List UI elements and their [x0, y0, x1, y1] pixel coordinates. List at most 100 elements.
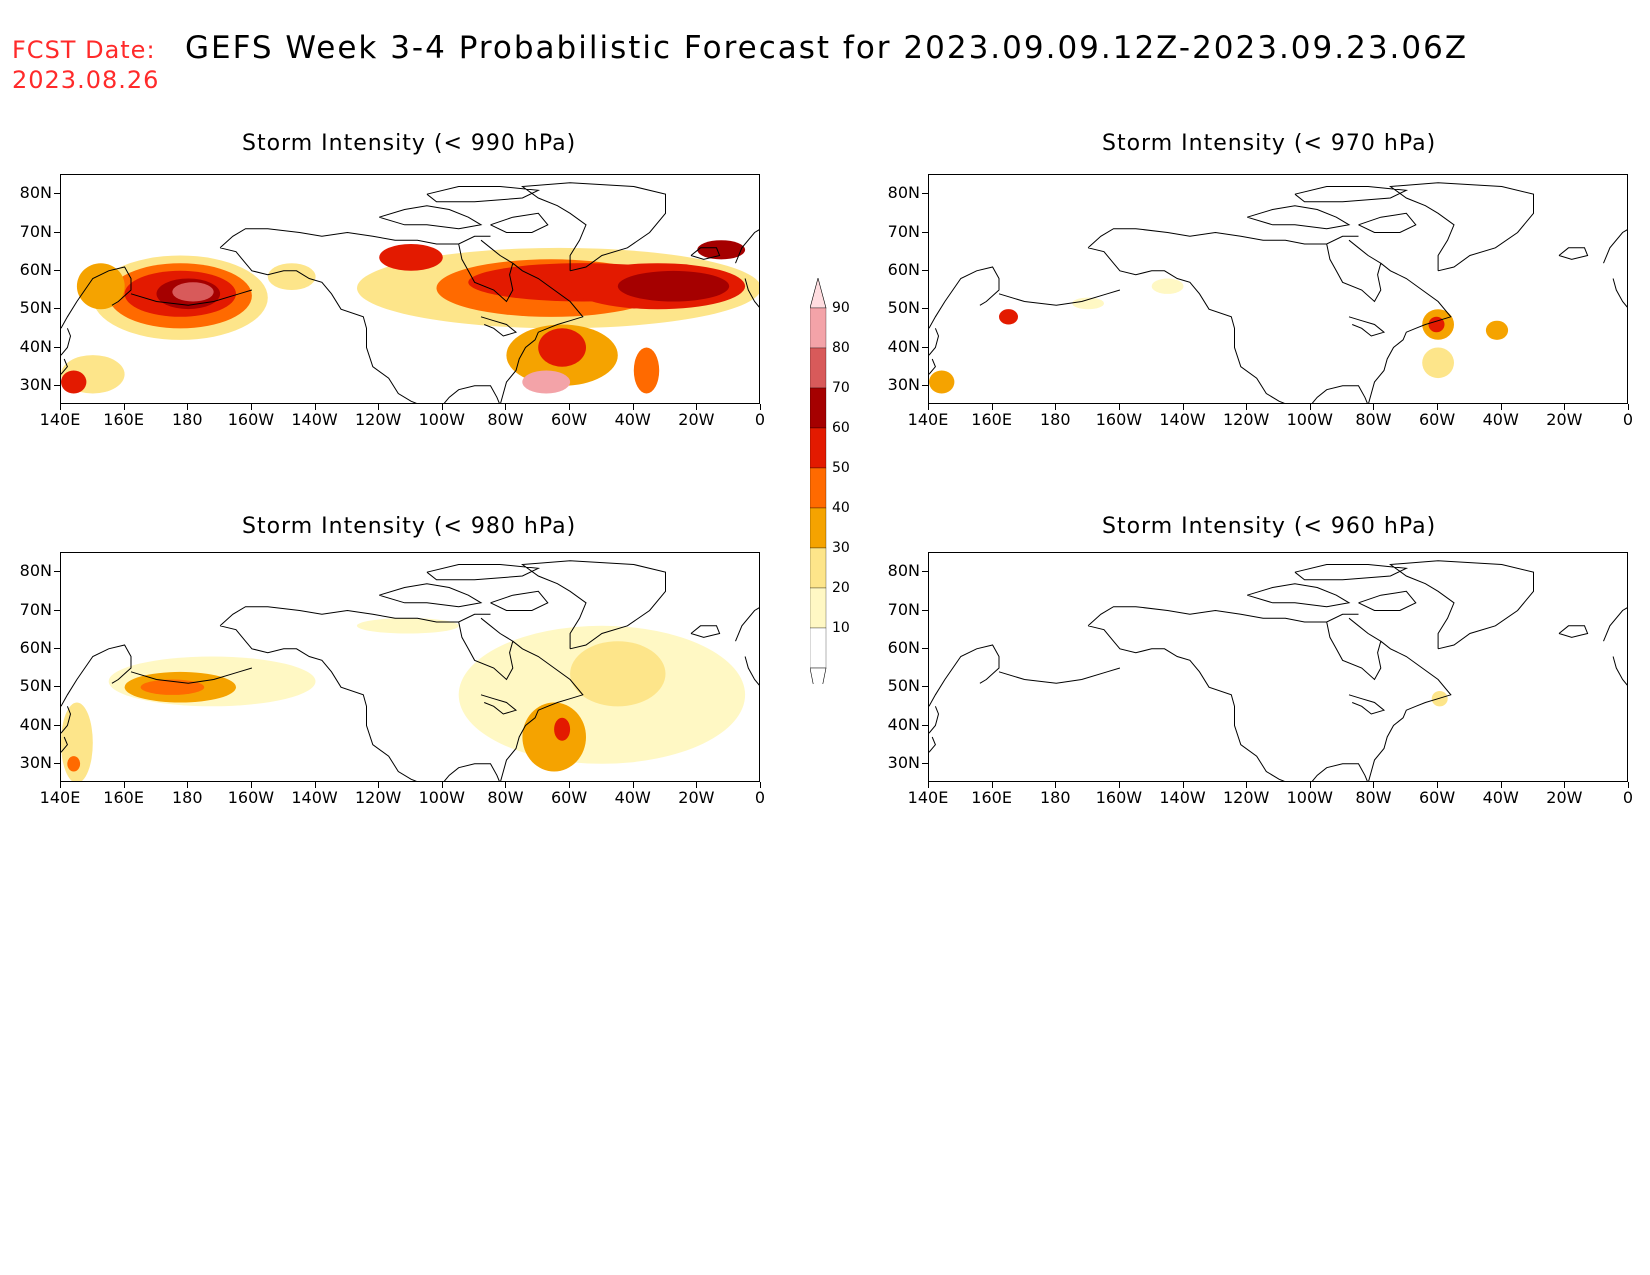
lon-tick-mark: [1500, 404, 1502, 410]
lon-tick-label: 120W: [354, 788, 402, 807]
lon-tick-mark: [1437, 404, 1439, 410]
colorbar-level-label: 80: [832, 340, 850, 356]
lon-tick-mark: [314, 404, 316, 410]
lon-tick-mark: [1437, 782, 1439, 788]
lon-tick-label: 120W: [1222, 410, 1270, 429]
lon-tick-mark: [991, 782, 993, 788]
lat-tick-mark: [54, 724, 60, 726]
map-panel-970: [928, 174, 1628, 404]
probability-shading: [633, 347, 660, 394]
lon-tick-mark: [1373, 404, 1375, 410]
colorbar-level-label: 60: [832, 420, 850, 436]
lon-tick-label: 40W: [1482, 788, 1519, 807]
probability-shading: [570, 641, 666, 707]
lat-tick-mark: [922, 269, 928, 271]
lon-tick-label: 180: [171, 788, 203, 807]
lon-tick-label: 0: [1622, 788, 1634, 807]
lon-tick-label: 80W: [487, 788, 524, 807]
lon-tick-label: 0: [754, 788, 766, 807]
colorbar-level-label: 20: [832, 580, 850, 596]
lat-tick-label: 40N: [887, 714, 920, 734]
lat-tick-mark: [54, 647, 60, 649]
lon-tick-mark: [1118, 404, 1120, 410]
lon-tick-label: 20W: [1546, 410, 1583, 429]
lon-tick-mark: [1055, 404, 1057, 410]
lat-tick-mark: [54, 308, 60, 310]
lon-tick-mark: [505, 404, 507, 410]
lon-tick-mark: [696, 782, 698, 788]
lon-tick-mark: [187, 782, 189, 788]
lon-tick-mark: [696, 404, 698, 410]
lon-tick-mark: [314, 782, 316, 788]
lat-tick-mark: [54, 384, 60, 386]
lat-tick-mark: [922, 609, 928, 611]
lon-tick-mark: [123, 404, 125, 410]
colorbar-level-label: 40: [832, 500, 850, 516]
lat-tick-label: 30N: [19, 374, 52, 394]
lon-tick-label: 180: [1039, 410, 1071, 429]
panel-title-990: Storm Intensity (< 990 hPa): [242, 131, 577, 156]
coastline: [61, 182, 759, 403]
lon-tick-label: 20W: [678, 410, 715, 429]
lon-tick-mark: [1309, 782, 1311, 788]
lat-tick-label: 80N: [19, 561, 52, 581]
lat-tick-mark: [54, 686, 60, 688]
lat-tick-mark: [54, 762, 60, 764]
panel-title-980: Storm Intensity (< 980 hPa): [242, 514, 577, 539]
lat-tick-label: 60N: [19, 637, 52, 657]
lon-tick-mark: [60, 404, 61, 410]
colorbar-min-arrow: [809, 667, 827, 709]
lat-tick-label: 30N: [887, 752, 920, 772]
lon-tick-mark: [60, 782, 61, 788]
lat-tick-label: 40N: [887, 336, 920, 356]
lat-tick-mark: [54, 269, 60, 271]
lat-tick-mark: [54, 346, 60, 348]
lon-tick-label: 140W: [291, 788, 338, 807]
probability-shading: [999, 309, 1018, 325]
forecast-date-label: FCST Date:: [12, 36, 156, 64]
colorbar-swatch: [809, 467, 827, 509]
lon-tick-label: 20W: [1546, 788, 1583, 807]
lat-tick-mark: [54, 231, 60, 233]
lat-tick-label: 50N: [887, 676, 920, 696]
colorbar-swatch: [809, 507, 827, 549]
colorbar-level-label: 30: [832, 540, 850, 556]
probability-shading: [1485, 320, 1509, 340]
probability-shading: [697, 240, 746, 260]
probability-shading: [172, 282, 214, 302]
lat-tick-mark: [922, 384, 928, 386]
lon-tick-label: 160E: [971, 410, 1012, 429]
lon-tick-label: 40W: [614, 788, 651, 807]
lon-tick-mark: [632, 782, 634, 788]
lon-tick-mark: [1182, 782, 1184, 788]
lon-tick-mark: [123, 782, 125, 788]
lon-tick-mark: [505, 782, 507, 788]
lon-tick-label: 20W: [678, 788, 715, 807]
lon-tick-mark: [1309, 404, 1311, 410]
panel-title-970: Storm Intensity (< 970 hPa): [1102, 131, 1437, 156]
probability-shading: [554, 717, 571, 741]
colorbar-level-label: 70: [832, 380, 850, 396]
coastline: [929, 560, 1627, 781]
probability-shading: [538, 328, 586, 367]
lat-tick-mark: [922, 308, 928, 310]
lon-tick-label: 60W: [550, 788, 588, 807]
lon-tick-mark: [441, 404, 443, 410]
lon-tick-label: 140E: [39, 410, 81, 429]
lon-tick-mark: [760, 404, 761, 410]
probability-shading: [1151, 278, 1184, 294]
lon-tick-mark: [632, 404, 634, 410]
lon-tick-mark: [928, 782, 929, 788]
colorbar-swatch: [809, 587, 827, 629]
lon-tick-label: 160W: [227, 410, 275, 429]
probability-shading: [379, 244, 443, 271]
probability-shading: [61, 370, 87, 394]
lat-tick-label: 70N: [19, 221, 52, 241]
lat-tick-label: 50N: [19, 676, 52, 696]
lon-tick-label: 180: [1039, 788, 1071, 807]
lon-tick-mark: [1564, 404, 1566, 410]
lon-tick-mark: [1118, 782, 1120, 788]
lat-tick-label: 30N: [887, 374, 920, 394]
lat-tick-mark: [54, 609, 60, 611]
lon-tick-mark: [441, 782, 443, 788]
